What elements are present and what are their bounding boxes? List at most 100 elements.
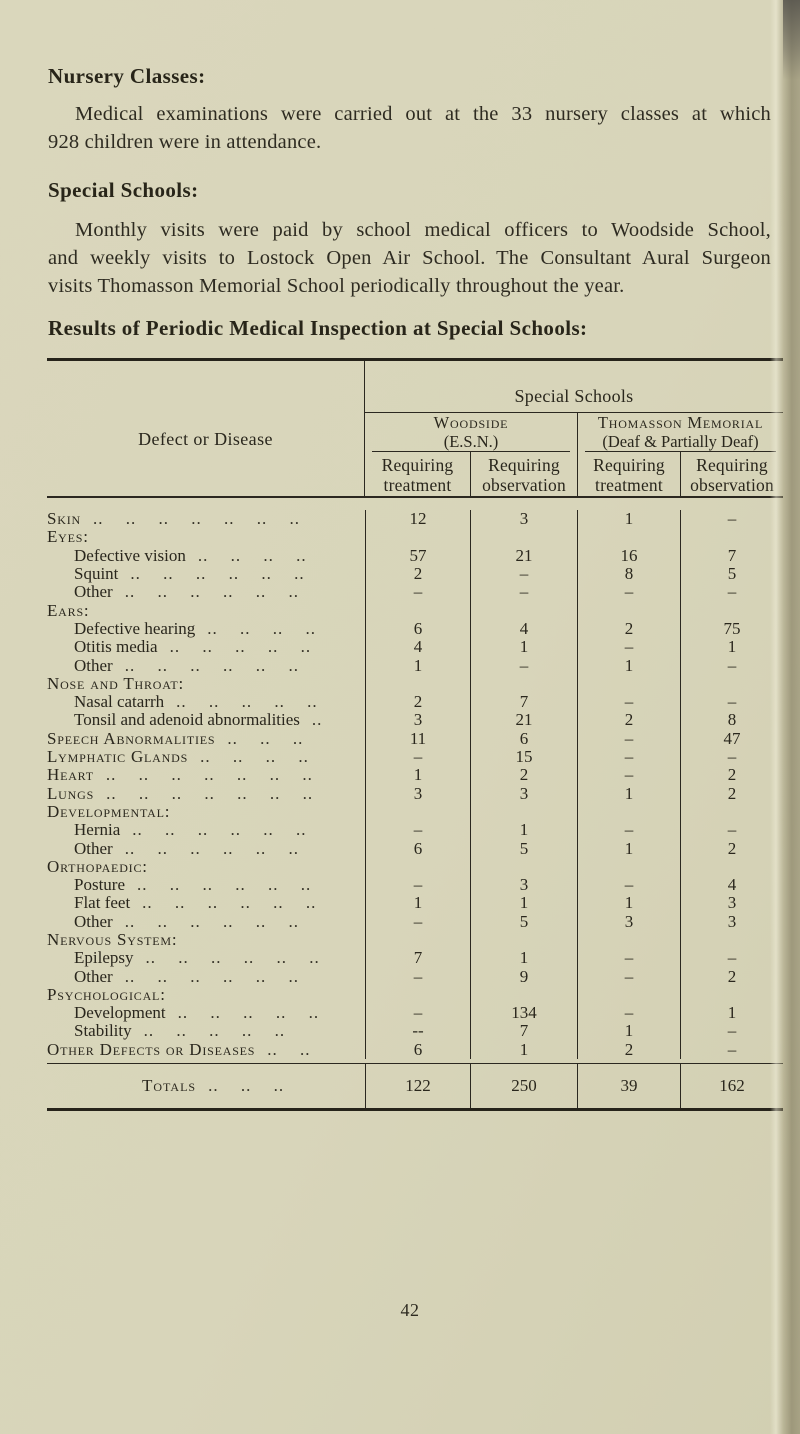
table-row: Posture.. .. .. .. .. .. –3–4: [47, 875, 783, 895]
value-cell: 1: [577, 1021, 680, 1041]
defect-label-cell: Other.. .. .. .. .. ..: [74, 967, 299, 986]
table-row: Ears:: [47, 601, 783, 620]
value-cell: 2: [577, 619, 680, 639]
defect-label-cell: Heart.. .. .. .. .. .. ..: [47, 766, 313, 785]
value-cell: 21: [470, 710, 577, 730]
value-cell: [680, 674, 783, 693]
value-cell: [577, 601, 680, 620]
thomasson-name: Thomasson Memorial: [597, 413, 764, 432]
value-cell: –: [365, 582, 470, 602]
value-cell: [577, 528, 680, 547]
value-cell: 3: [680, 893, 783, 913]
totals-thomasson-observation: 162: [680, 1063, 783, 1108]
value-cell: –: [577, 765, 680, 785]
value-cell: 4: [680, 875, 783, 895]
woodside-subtitle: (E.S.N.): [443, 431, 499, 451]
table-row: Nasal catarrh.. .. .. .. .. 2 7– –: [47, 692, 783, 712]
value-cell: –: [577, 692, 680, 712]
special-paragraph-line-3: visits Thomasson Memorial School periodi…: [48, 275, 625, 297]
value-cell: 7: [365, 948, 470, 968]
value-cell: 2: [680, 784, 783, 803]
value-cell: 1: [470, 820, 577, 840]
value-cell: –: [577, 582, 680, 602]
value-cell: 1: [470, 1040, 577, 1059]
table-row: Hernia.. .. .. .. .. .. –1– –: [47, 820, 783, 840]
value-cell: 9: [470, 967, 577, 986]
table-row: Squint.. .. .. .. .. .. 2–8 5: [47, 564, 783, 584]
value-cell: –: [577, 875, 680, 895]
value-cell: 6: [470, 729, 577, 748]
value-cell: –: [470, 564, 577, 584]
defect-label-cell: Lymphatic Glands.. .. .. ..: [47, 747, 309, 767]
value-cell: –: [577, 637, 680, 657]
table-row: Skin.. .. .. .. .. .. .. 12 3 1–: [47, 509, 783, 529]
value-cell: 1: [365, 893, 470, 913]
thomasson-subtitle: (Deaf & Partially Deaf): [602, 431, 759, 451]
value-cell: 8: [577, 564, 680, 584]
value-cell: 2: [365, 692, 470, 712]
value-cell: [365, 930, 470, 950]
totals-row: Totals .. .. .. 122 250 39 162: [47, 1062, 783, 1108]
table-row: Heart.. .. .. .. .. .. .. 1 2–2: [47, 765, 783, 785]
defect-label-cell: Hernia.. .. .. .. .. ..: [74, 821, 307, 840]
value-cell: 3: [365, 710, 470, 730]
nursery-classes-heading: Nursery Classes:: [48, 64, 206, 88]
table-row: Eyes:: [47, 528, 783, 547]
value-cell: [577, 930, 680, 950]
defect-label-cell: Squint.. .. .. .. .. ..: [74, 564, 305, 584]
value-cell: –: [577, 820, 680, 840]
table-header-right: Special Schools Woodside (E.S.N.) Thomas…: [365, 361, 783, 496]
value-cell: 3: [365, 784, 470, 803]
value-cell: 4: [470, 619, 577, 639]
defect-label-cell: Posture.. .. .. .. .. ..: [74, 875, 312, 895]
defect-label-cell: Other.. .. .. .. .. ..: [74, 583, 299, 602]
value-cell: 2: [680, 839, 783, 858]
value-cell: [470, 985, 577, 1005]
table-body: Skin.. .. .. .. .. .. .. 12 3 1– Eyes: Defect…: [47, 498, 783, 1063]
value-cell: –: [577, 948, 680, 968]
value-cell: [365, 985, 470, 1005]
value-cell: 1: [577, 839, 680, 858]
totals-woodside-treatment: 122: [365, 1063, 470, 1108]
value-cell: 1: [365, 765, 470, 785]
inspection-results-table: Defect or Disease Special Schools Woodsi…: [47, 358, 783, 1111]
value-cell: 1: [365, 656, 470, 675]
value-cell: 1: [577, 509, 680, 529]
value-cell: [680, 802, 783, 822]
woodside-name: Woodside: [433, 413, 509, 432]
value-cell: –: [470, 656, 577, 675]
value-cell: 16: [577, 546, 680, 565]
value-cell: 6: [365, 619, 470, 639]
value-cell: –: [365, 967, 470, 986]
defect-label-cell: Epilepsy.. .. .. .. .. ..: [74, 949, 320, 968]
value-cell: 1: [577, 656, 680, 675]
value-cell: 7: [470, 692, 577, 712]
value-cell: [470, 930, 577, 950]
value-cell: [470, 802, 577, 822]
table-row: Other.. .. .. .. .. .. 1–1–: [47, 656, 783, 675]
value-cell: –: [680, 1021, 783, 1041]
defect-label-cell: Other.. .. .. .. .. ..: [74, 912, 299, 931]
totals-thomasson-treatment: 39: [577, 1063, 680, 1108]
value-cell: –: [680, 820, 783, 840]
value-cell: 2: [680, 967, 783, 986]
table-row: Tonsil and adenoid abnormalities.. 3 21 2 8: [47, 710, 783, 730]
value-cell: [365, 857, 470, 876]
special-schools-column-header: Special Schools: [365, 361, 783, 413]
value-cell: [680, 601, 783, 620]
value-cell: 4: [365, 637, 470, 657]
totals-woodside-observation: 250: [470, 1063, 577, 1108]
table-row: Nervous System:: [47, 930, 783, 950]
nursery-paragraph-line-1: Medical examinations were carried out at…: [75, 103, 771, 125]
value-cell: 3: [680, 912, 783, 931]
value-cell: 21: [470, 546, 577, 565]
defect-label-cell: Flat feet.. .. .. .. .. ..: [74, 894, 317, 913]
value-cell: [470, 528, 577, 547]
value-cell: 7: [470, 1021, 577, 1041]
defect-label-cell: Other.. .. .. .. .. ..: [74, 656, 299, 675]
value-cell: 6: [365, 839, 470, 858]
value-cell: –: [577, 747, 680, 767]
value-cell: 5: [680, 564, 783, 584]
table-row: Epilepsy.. .. .. .. .. .. 7 1– –: [47, 948, 783, 968]
